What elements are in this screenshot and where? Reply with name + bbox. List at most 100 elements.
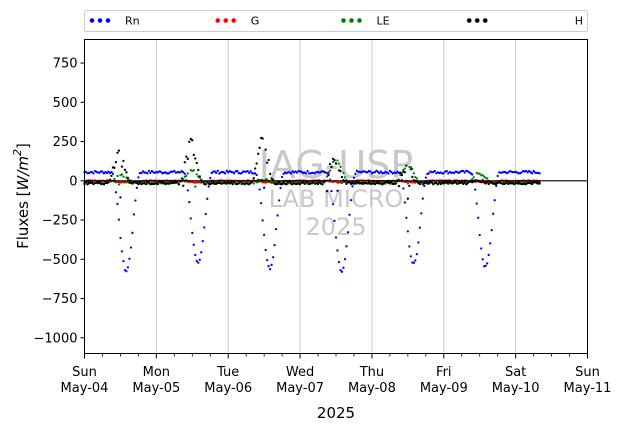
point-rn (330, 190, 333, 193)
point-rn (418, 226, 421, 229)
legend-marker-h (474, 18, 480, 23)
point-h (156, 182, 160, 186)
point-h (411, 175, 414, 179)
point-rn (471, 173, 474, 176)
point-rn (387, 172, 390, 175)
point-h (186, 157, 189, 160)
point-rn (147, 169, 151, 173)
point-h (466, 182, 469, 185)
legend-label-le: LE (377, 15, 390, 28)
point-rn (255, 173, 258, 177)
x-tick-day: Thu (359, 365, 384, 380)
x-tick-date: May-05 (132, 381, 180, 396)
point-h (285, 183, 288, 186)
point-h (239, 181, 242, 184)
point-rn (132, 213, 136, 216)
point-h (330, 165, 333, 169)
point-rn (427, 172, 430, 175)
point-rn (462, 169, 465, 173)
point-rn (107, 170, 110, 173)
point-h (86, 183, 89, 186)
point-rn (409, 255, 413, 258)
point-rn (306, 169, 309, 173)
point-h (390, 181, 393, 184)
x-tick-day: Sun (575, 365, 600, 380)
point-rn (137, 176, 140, 179)
point-rn (134, 199, 137, 202)
point-h (438, 181, 441, 184)
x-gridlines (155, 39, 517, 354)
point-le (336, 159, 339, 162)
point-rn (346, 231, 350, 234)
point-le (120, 173, 124, 176)
point-rn (267, 265, 270, 268)
point-rn (348, 213, 351, 216)
point-h (423, 182, 426, 185)
point-h (185, 155, 188, 158)
point-rn (442, 172, 445, 175)
point-rn (273, 243, 276, 247)
point-rn (354, 172, 357, 176)
point-h (328, 163, 332, 166)
point-le (116, 174, 119, 178)
point-h (230, 181, 233, 184)
point-rn (282, 172, 285, 175)
point-h (192, 153, 195, 157)
point-h (487, 182, 490, 186)
point-rn (484, 264, 487, 268)
point-rn (496, 174, 499, 178)
point-h (318, 181, 321, 184)
point-rn (203, 226, 206, 229)
point-rn (313, 172, 317, 175)
y-axis-label-unit: W/m (14, 156, 32, 191)
point-rn (268, 267, 272, 271)
point-rn (206, 197, 209, 200)
point-rn (182, 171, 185, 174)
watermark-line-3: 2025 (305, 213, 366, 241)
point-rn (116, 202, 119, 206)
point-h (116, 151, 119, 154)
point-h (264, 148, 267, 151)
point-le (325, 175, 329, 178)
point-rn (424, 176, 427, 179)
point-le (397, 178, 401, 181)
point-le (192, 169, 195, 172)
point-rn (259, 201, 263, 205)
x-tick-date: May-10 (492, 381, 540, 396)
point-rn (149, 171, 152, 175)
point-rn (453, 171, 456, 175)
point-le (117, 183, 121, 186)
point-h (303, 182, 306, 185)
point-h (418, 182, 421, 186)
point-rn (264, 248, 267, 252)
point-rn (197, 261, 200, 264)
point-rn (379, 170, 383, 173)
point-h (420, 181, 423, 184)
legend-marker-rn (97, 18, 103, 23)
point-rn (463, 171, 466, 174)
point-rn (352, 176, 356, 179)
point-le (337, 162, 341, 165)
point-rn (225, 169, 228, 172)
point-h (137, 182, 140, 186)
legend-label-g: G (251, 15, 260, 28)
point-h (194, 157, 197, 160)
point-rn (490, 229, 493, 232)
x-tick-day: Wed (286, 365, 314, 380)
point-rn (209, 176, 212, 180)
point-h (268, 172, 272, 176)
point-h (435, 181, 438, 185)
point-le (342, 171, 345, 175)
x-tick-day: Mon (143, 365, 170, 380)
legend-marker-le (341, 18, 346, 23)
point-rn (412, 261, 415, 264)
point-h (331, 157, 335, 160)
point-h (530, 182, 534, 186)
point-rn (207, 185, 210, 188)
point-rn (405, 216, 408, 219)
data-points (83, 136, 541, 273)
point-rn (271, 256, 275, 259)
point-rn (215, 171, 218, 174)
point-rn (117, 218, 121, 221)
point-h (252, 177, 255, 180)
